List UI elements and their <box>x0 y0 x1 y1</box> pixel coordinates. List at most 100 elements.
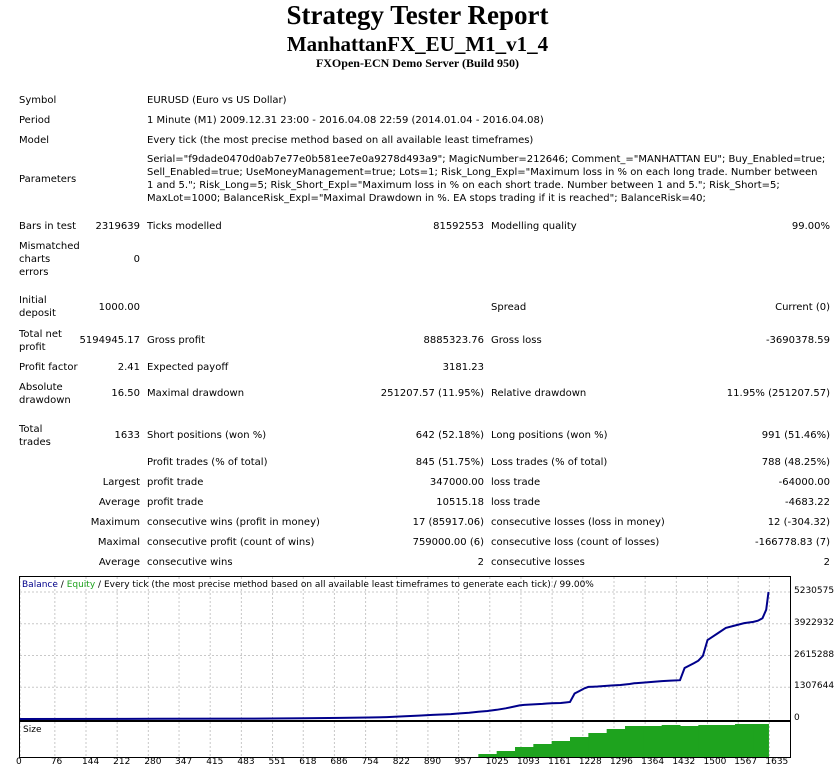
avgwins-value: 2 <box>477 557 484 568</box>
quality-value: 99.00% <box>791 221 830 232</box>
largest-loss-value: -64000.00 <box>778 477 830 488</box>
legend-balance: Balance <box>22 580 58 590</box>
size-bar <box>533 744 553 757</box>
bars-label: Bars in test <box>19 221 76 232</box>
size-bar <box>496 751 516 757</box>
x-tick-label: 822 <box>392 757 410 767</box>
x-tick-label: 551 <box>268 757 286 767</box>
avglosses-label: consecutive losses <box>491 557 585 568</box>
size-bar <box>735 724 754 757</box>
grossloss-value: -3690378.59 <box>765 335 830 346</box>
ltrades-value: 788 (48.25%) <box>761 457 830 468</box>
x-tick-label: 1500 <box>703 757 727 767</box>
model-label: Model <box>19 135 50 146</box>
netprofit-value: 5194945.17 <box>79 335 140 346</box>
y-tick-label: 5230575 <box>794 586 835 596</box>
ep-value: 3181.23 <box>442 362 484 373</box>
maxdd-label: Maximal drawdown <box>147 388 245 399</box>
size-chart <box>19 721 791 758</box>
maxloss-value: -166778.83 (7) <box>754 537 830 548</box>
report-title: Strategy Tester Report <box>286 0 549 30</box>
legend-description: / Every tick (the most precise method ba… <box>98 580 594 590</box>
maxwins-value: 17 (85917.06) <box>412 517 484 528</box>
x-tick-label: 957 <box>454 757 472 767</box>
size-bar <box>551 741 571 757</box>
balance-line <box>20 591 770 720</box>
largest-loss-label: loss trade <box>491 477 541 488</box>
largest-label: Largest <box>102 477 140 488</box>
size-bar <box>661 725 681 757</box>
x-tick-label: 1093 <box>516 757 540 767</box>
ptrades-value: 845 (51.75%) <box>415 457 484 468</box>
y-tick-label: 1307644 <box>794 681 835 692</box>
y-tick-label: 2615288 <box>794 649 835 660</box>
long-value: 991 (51.46%) <box>761 430 830 441</box>
x-tick-label: 1567 <box>734 757 758 767</box>
maxloss-label: consecutive loss (count of losses) <box>491 537 660 548</box>
model-value: Every tick (the most precise method base… <box>147 135 534 146</box>
size-bar <box>698 725 718 757</box>
x-tick-label: 890 <box>423 757 442 767</box>
bars-value: 2319639 <box>95 221 140 232</box>
size-bar <box>588 733 608 757</box>
balance-chart <box>19 576 791 721</box>
largest-profit-value: 347000.00 <box>429 477 484 488</box>
maximum-label: Maximum <box>90 517 140 528</box>
trades-value: 1633 <box>114 430 140 441</box>
symbol-value: EURUSD (Euro vs US Dollar) <box>147 95 287 106</box>
trades-label: Total trades <box>19 424 51 448</box>
x-tick-label: 280 <box>144 757 162 767</box>
ltrades-label: Loss trades (% of total) <box>491 457 608 468</box>
pf-value: 2.41 <box>117 362 140 373</box>
legend-equity: Equity <box>66 580 96 590</box>
maxwins-label: consecutive wins (profit in money) <box>147 517 320 528</box>
ticks-label: Ticks modelled <box>147 221 222 232</box>
x-tick-label: 1364 <box>641 757 665 767</box>
average2-label: Average <box>98 557 140 568</box>
parameters-label: Parameters <box>19 174 77 185</box>
largest-profit-label: profit trade <box>147 477 204 488</box>
grossprofit-label: Gross profit <box>147 335 205 346</box>
deposit-value: 1000.00 <box>98 302 140 313</box>
x-tick-label: 212 <box>113 757 131 767</box>
x-tick-label: 686 <box>330 757 348 767</box>
size-bar <box>753 724 769 757</box>
ep-label: Expected payoff <box>147 362 229 373</box>
size-bar <box>478 754 498 757</box>
x-tick-label: 1635 <box>765 757 789 767</box>
size-bar <box>716 725 736 757</box>
avglosses-value: 2 <box>823 557 830 568</box>
maxprofit-label: consecutive profit (count of wins) <box>147 537 315 548</box>
short-label: Short positions (won %) <box>147 430 267 441</box>
x-tick-label: 483 <box>237 757 255 767</box>
grossloss-label: Gross loss <box>491 335 542 346</box>
x-tick-label: 1161 <box>548 757 572 767</box>
absdd-label: Absolute drawdown <box>19 382 71 406</box>
x-tick-label: 1432 <box>672 757 696 767</box>
long-label: Long positions (won %) <box>491 430 608 441</box>
netprofit-label: Total net profit <box>19 329 62 353</box>
size-bar <box>570 737 589 757</box>
avgwins-label: consecutive wins <box>147 557 233 568</box>
reldd-label: Relative drawdown <box>491 388 587 399</box>
maxdd-value: 251207.57 (11.95%) <box>380 388 484 399</box>
grossprofit-value: 8885323.76 <box>423 335 484 346</box>
average-loss-label: loss trade <box>491 497 541 508</box>
maximal-label: Maximal <box>97 537 140 548</box>
average-profit-label: profit trade <box>147 497 204 508</box>
spread-value: Current (0) <box>775 302 830 313</box>
parameters-value: Serial="f9dade0470d0ab7e77e0b581ee7e0a92… <box>147 154 826 204</box>
maxprofit-value: 759000.00 (6) <box>412 537 484 548</box>
period-label: Period <box>19 115 51 126</box>
quality-label: Modelling quality <box>491 221 577 232</box>
size-bar <box>643 726 663 757</box>
legend-separator: / <box>60 580 64 590</box>
pf-label: Profit factor <box>19 362 78 373</box>
maxlosses-value: 12 (-304.32) <box>767 517 830 528</box>
server-name: FXOpen-ECN Demo Server (Build 950) <box>315 56 520 70</box>
deposit-label: Initial deposit <box>19 295 56 319</box>
reldd-value: 11.95% (251207.57) <box>726 388 830 399</box>
expert-name: ManhattanFX_EU_M1_v1_4 <box>286 32 549 56</box>
x-tick-label: 618 <box>299 757 317 767</box>
mismatched-label: Mismatched charts errors <box>19 241 80 278</box>
